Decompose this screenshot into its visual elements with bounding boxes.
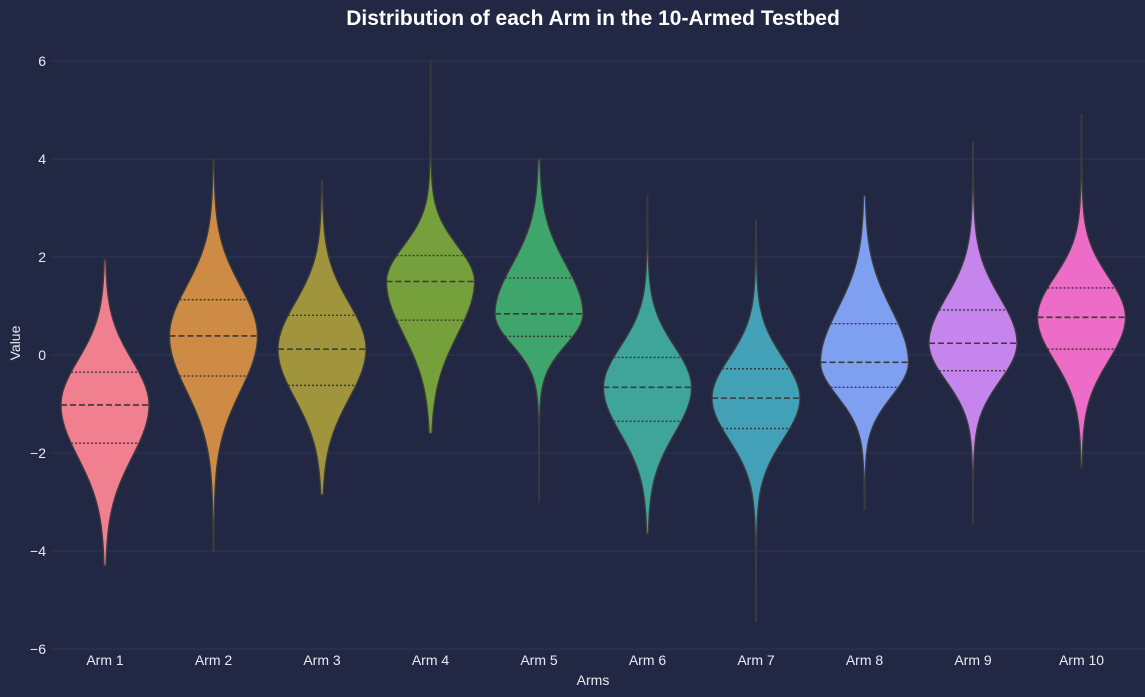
violin-body bbox=[602, 195, 693, 535]
violin-1 bbox=[60, 258, 150, 567]
x-tick-label: Arm 9 bbox=[954, 652, 992, 668]
x-tick-label: Arm 4 bbox=[412, 652, 450, 668]
y-tick-label: 4 bbox=[38, 151, 46, 167]
y-tick-label: −4 bbox=[30, 543, 46, 559]
x-tick-label: Arm 3 bbox=[303, 652, 341, 668]
violin-body bbox=[168, 158, 259, 552]
violin-9 bbox=[928, 141, 1018, 525]
violin-7 bbox=[711, 219, 801, 623]
chart-title: Distribution of each Arm in the 10-Armed… bbox=[346, 7, 840, 30]
violin-2 bbox=[168, 158, 259, 552]
violin-body bbox=[60, 258, 150, 567]
violin-6 bbox=[602, 195, 693, 535]
violin-body bbox=[494, 158, 584, 503]
x-tick-label: Arm 7 bbox=[737, 652, 775, 668]
x-tick-label: Arm 8 bbox=[846, 652, 884, 668]
x-axis-ticks: Arm 1 Arm 2 Arm 3 Arm 4 Arm 5 Arm 6 Arm 7 Arm 8… bbox=[86, 652, 1104, 668]
y-tick-label: −6 bbox=[30, 641, 46, 657]
violin-8 bbox=[819, 195, 910, 510]
violin-5 bbox=[494, 158, 584, 503]
violin-3 bbox=[277, 180, 367, 496]
violin-4 bbox=[385, 60, 476, 435]
y-tick-label: 2 bbox=[38, 249, 46, 265]
x-tick-label: Arm 1 bbox=[86, 652, 124, 668]
violins bbox=[60, 60, 1127, 623]
violin-body bbox=[819, 195, 910, 510]
violin-body bbox=[385, 60, 476, 435]
violin-body bbox=[1036, 114, 1127, 469]
y-tick-label: −2 bbox=[30, 445, 46, 461]
violin-body bbox=[928, 141, 1018, 525]
x-tick-label: Arm 5 bbox=[520, 652, 558, 668]
y-tick-label: 6 bbox=[38, 53, 46, 69]
y-tick-label: 0 bbox=[38, 347, 46, 363]
x-axis-label: Arms bbox=[577, 672, 610, 688]
y-axis-ticks: 6 4 2 0 −2 −4 −6 bbox=[30, 53, 46, 657]
x-tick-label: Arm 2 bbox=[195, 652, 233, 668]
violin-body bbox=[711, 219, 801, 623]
x-tick-label: Arm 10 bbox=[1059, 652, 1104, 668]
y-axis-label: Value bbox=[7, 325, 23, 360]
violin-body bbox=[277, 180, 367, 496]
violin-10 bbox=[1036, 114, 1127, 469]
x-tick-label: Arm 6 bbox=[629, 652, 667, 668]
